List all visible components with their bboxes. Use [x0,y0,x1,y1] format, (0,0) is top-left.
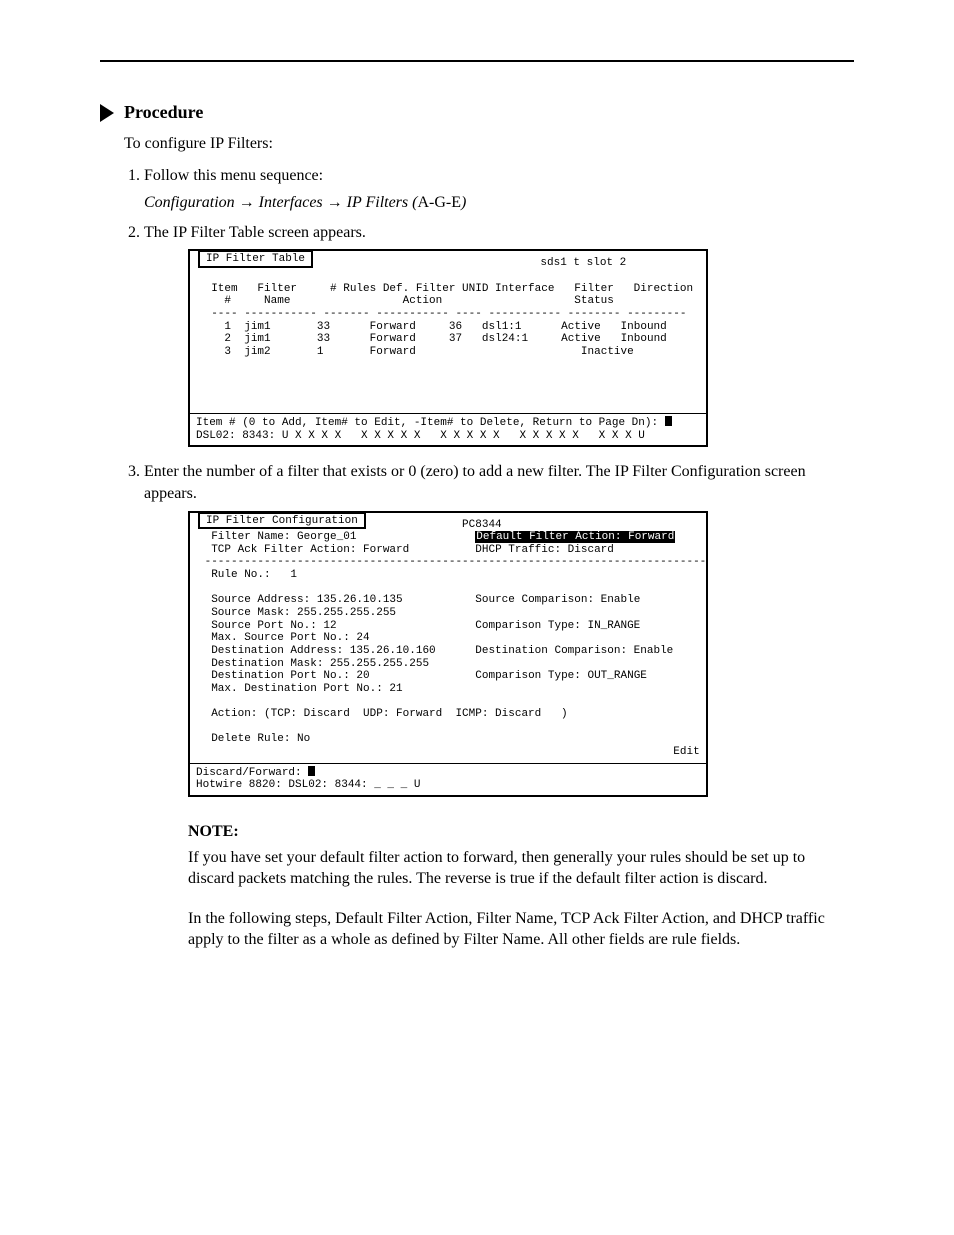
after-note-text: In the following steps, Default Filter A… [188,908,854,951]
page-rule [100,60,854,62]
procedure-title: Procedure [124,102,203,123]
src-addr: Source Address: 135.26.10.135 [211,594,402,606]
cell: Inactive [581,346,634,358]
intro-text: To configure IP Filters: [124,133,854,155]
default-filter-action[interactable]: Default Filter Action: Forward [475,531,675,543]
cell: Forward [370,321,416,333]
action-line: Action: (TCP: Discard UDP: Forward ICMP:… [211,708,567,720]
dst-mask: Destination Mask: 255.255.255.255 [211,658,429,670]
cell: 33 [317,321,330,333]
src-port: Source Port No.: 12 [211,620,336,632]
step-2: The IP Filter Table screen appears. IP F… [144,222,854,448]
note-title: NOTE: [188,821,810,843]
cell: jim2 [244,346,270,358]
cell: 1 [224,321,231,333]
status-line: DSL02: 8343: U X X X X X X X X X X X X X… [196,430,645,442]
cell: 33 [317,333,330,345]
max-src-port: Max. Source Port No.: 24 [211,632,369,644]
ip-filter-config-window: IP Filter Configuration PC8344 Filter Na… [188,511,708,797]
filter-name: Filter Name: George_01 [211,531,356,543]
triangle-icon [100,104,114,122]
src-mask: Source Mask: 255.255.255.255 [211,607,396,619]
src-comp: Source Comparison: Enable [475,594,640,606]
ip-filter-table-window: IP Filter Table sds1 t slot 2 Item Filte… [188,249,708,447]
cell: Forward [370,346,416,358]
terminal-footer: Item # (0 to Add, Item# to Edit, -Item# … [190,413,706,445]
terminal-body: PC8344 Filter Name: George_01 Default Fi… [190,513,706,763]
cell: Forward [370,333,416,345]
menu-path: Configuration → Interfaces → IP Filters … [144,194,417,211]
step-1: Follow this menu sequence: Configuration… [144,165,854,214]
cell: 1 [317,346,324,358]
step-3: Enter the number of a filter that exists… [144,461,854,951]
window-tab: IP Filter Configuration [198,512,366,530]
step-1-text: Follow this menu sequence: [144,167,323,184]
cell: Inbound [621,321,667,333]
comp-type-1: Comparison Type: IN_RANGE [475,620,640,632]
note-block: NOTE: If you have set your default filte… [188,821,810,890]
tcp-ack: TCP Ack Filter Action: Forward [211,544,409,556]
window-tab: IP Filter Table [198,250,313,268]
edit-link[interactable]: Edit [673,746,699,758]
prompt[interactable]: Item # (0 to Add, Item# to Edit, -Item# … [196,417,665,429]
dhcp-traffic: DHCP Traffic: Discard [475,544,614,556]
cell: 3 [224,346,231,358]
cell: Active [561,333,601,345]
dst-port: Destination Port No.: 20 [211,670,369,682]
delete-rule: Delete Rule: No [211,733,310,745]
step-3-text: Enter the number of a filter that exists… [144,463,806,502]
status-line: Hotwire 8820: DSL02: 8344: _ _ _ U [196,779,420,791]
comp-type-2: Comparison Type: OUT_RANGE [475,670,647,682]
terminal-footer: Discard/Forward: Hotwire 8820: DSL02: 83… [190,763,706,795]
header-right: PC8344 [462,519,502,531]
cell: dsl1:1 [482,321,522,333]
menu-code: A-G-E [417,194,461,211]
cursor-icon [665,416,672,426]
cell: dsl24:1 [482,333,528,345]
procedure-header: Procedure [100,102,854,123]
cell: Inbound [621,333,667,345]
cell: jim1 [244,333,270,345]
note-body: If you have set your default filter acti… [188,847,810,890]
prompt[interactable]: Discard/Forward: [196,767,308,779]
step-2-text: The IP Filter Table screen appears. [144,224,366,241]
cell: jim1 [244,321,270,333]
dst-comp: Destination Comparison: Enable [475,645,673,657]
cell: 2 [224,333,231,345]
cell: 36 [449,321,462,333]
dst-addr: Destination Address: 135.26.10.160 [211,645,435,657]
menu-path-tail: ) [461,194,466,211]
cursor-icon [308,766,315,776]
cell: 37 [449,333,462,345]
rule-no: Rule No.: 1 [211,569,297,581]
max-dst-port: Max. Destination Port No.: 21 [211,683,402,695]
terminal-body: sds1 t slot 2 Item Filter # Rules Def. F… [190,251,706,413]
cell: Active [561,321,601,333]
